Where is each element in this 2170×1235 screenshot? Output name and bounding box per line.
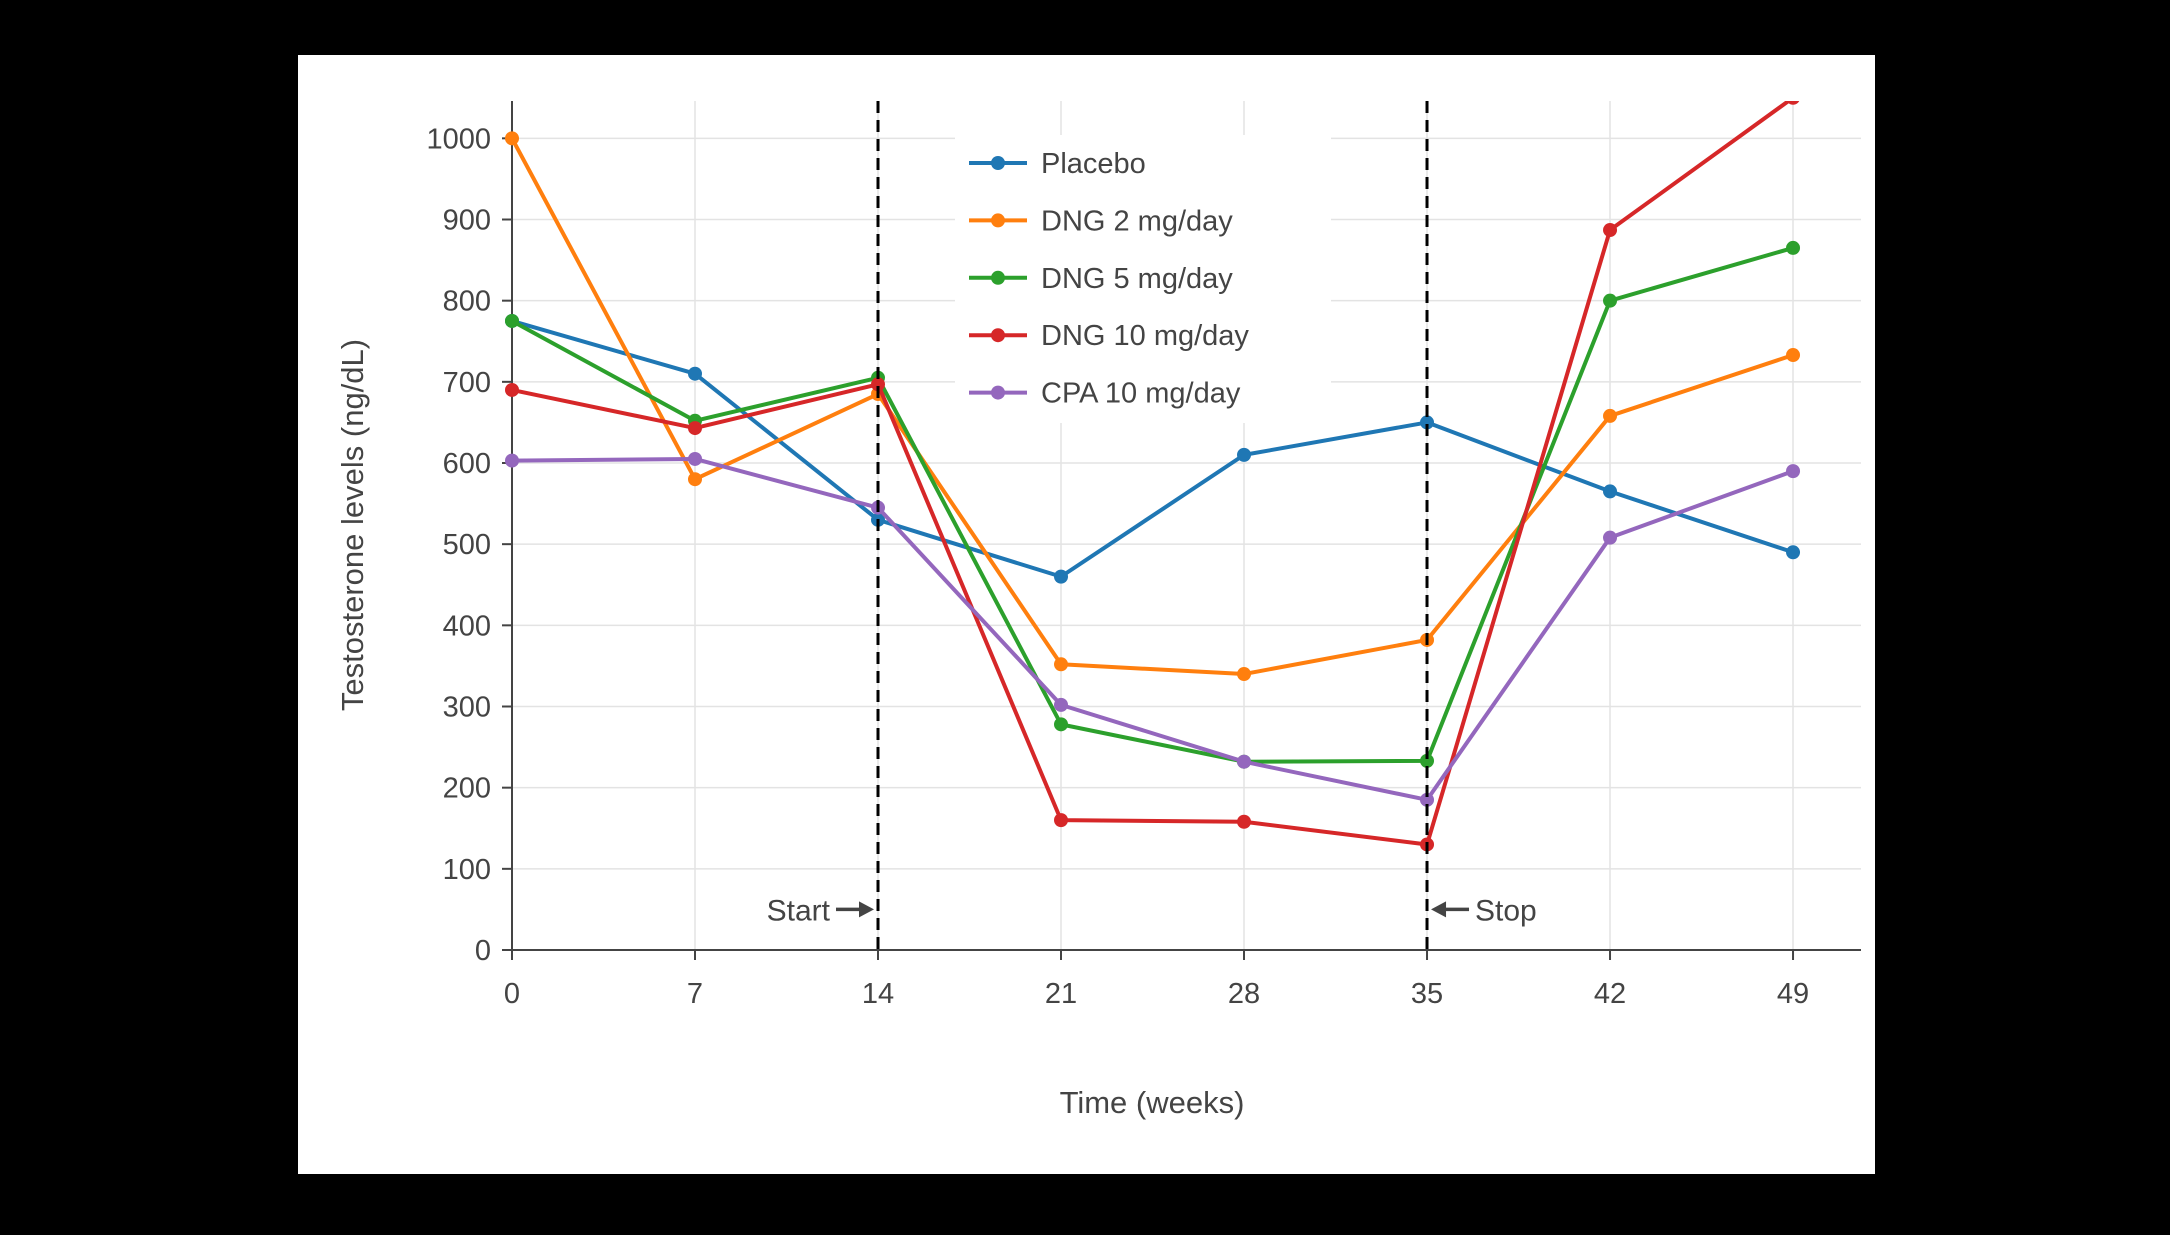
series-marker <box>1603 484 1618 499</box>
annotations: Start Stop <box>767 894 1537 927</box>
series-line <box>510 318 1796 579</box>
series-marker <box>1603 530 1618 545</box>
series-marker <box>1786 464 1801 479</box>
series-marker <box>688 451 703 466</box>
series-marker <box>1420 753 1435 768</box>
series-marker <box>505 313 519 328</box>
annotation-label: Stop <box>1475 894 1537 927</box>
y-tick-label: 1000 <box>426 123 491 155</box>
legend-label: Placebo <box>1041 148 1146 180</box>
legend-item-cpa-10-mg-day[interactable]: CPA 10 mg/day <box>969 378 1241 410</box>
series-marker <box>505 382 519 397</box>
series-marker <box>1603 293 1618 308</box>
series-marker <box>1420 792 1435 807</box>
series-marker <box>1054 717 1069 732</box>
legend-item-dng-5-mg-day[interactable]: DNG 5 mg/day <box>969 263 1233 295</box>
x-tick-label: 28 <box>1228 978 1260 1010</box>
legend-item-dng-2-mg-day[interactable]: DNG 2 mg/day <box>969 205 1233 237</box>
y-tick-label: 700 <box>443 367 491 399</box>
chart-panel: 0 7 14 21 28 35 42 49 0 100 200 300 400 500 600 700 800 9… <box>298 55 1875 1174</box>
series-marker <box>1054 569 1069 584</box>
x-tick-label: 21 <box>1045 978 1077 1010</box>
y-tick-label: 0 <box>475 935 491 967</box>
legend-item-dng-10-mg-day[interactable]: DNG 10 mg/day <box>969 320 1249 352</box>
arrow-left-icon <box>1431 901 1447 918</box>
series-marker <box>1054 697 1069 712</box>
y-tick-label: 400 <box>443 610 491 642</box>
y-tick-label: 500 <box>443 529 491 561</box>
series-marker <box>1786 240 1801 255</box>
legend-label: CPA 10 mg/day <box>1041 378 1241 410</box>
arrow-right-icon <box>859 901 875 918</box>
y-tick-label: 200 <box>443 773 491 805</box>
series-cpa-10-mg-day <box>505 451 1801 807</box>
series-marker <box>1237 447 1252 462</box>
series-marker <box>505 453 519 468</box>
series-marker <box>1054 657 1069 672</box>
series-line <box>510 456 1796 802</box>
series-group <box>505 101 1801 852</box>
x-tick-label: 0 <box>504 978 520 1010</box>
chart-svg: 0 7 14 21 28 35 42 49 0 100 200 300 400 500 600 700 800 9… <box>335 101 1861 1120</box>
series-marker <box>871 377 886 392</box>
legend-item-placebo[interactable]: Placebo <box>969 148 1146 180</box>
series-marker <box>1786 545 1801 560</box>
series-marker <box>1603 223 1618 238</box>
legend: Placebo DNG 2 mg/day DNG 5 mg/day DNG 10 mg… <box>955 135 1331 423</box>
series-marker <box>1603 408 1618 423</box>
y-tick-label: 100 <box>443 854 491 886</box>
legend-label: DNG 2 mg/day <box>1041 205 1233 237</box>
x-axis-title: Time (weeks) <box>1060 1085 1245 1120</box>
legend-marker-dot <box>991 270 1005 285</box>
series-marker <box>688 472 703 487</box>
y-tick-label: 800 <box>443 286 491 318</box>
legend-marker-dot <box>991 328 1005 343</box>
x-tick-label: 35 <box>1411 978 1443 1010</box>
series-line <box>510 101 1792 847</box>
x-tick-label: 49 <box>1777 978 1809 1010</box>
legend-marker-dot <box>991 156 1005 170</box>
series-marker <box>1420 415 1435 430</box>
series-marker <box>1237 814 1252 829</box>
series-marker <box>1237 754 1252 769</box>
axes: 0 7 14 21 28 35 42 49 0 100 200 300 400 500 600 700 800 9… <box>426 101 1861 1010</box>
y-tick-label: 600 <box>443 448 491 480</box>
x-tick-label: 42 <box>1594 978 1626 1010</box>
annotation-label: Start <box>767 894 831 927</box>
legend-marker-dot <box>991 213 1005 228</box>
y-axis-title: Testosterone levels (ng/dL) <box>335 339 370 711</box>
series-marker <box>505 131 519 146</box>
legend-label: DNG 5 mg/day <box>1041 263 1233 295</box>
series-line <box>510 245 1796 764</box>
x-tick-label: 14 <box>862 978 894 1010</box>
y-tick-label: 300 <box>443 692 491 724</box>
x-tick-label: 7 <box>687 978 703 1010</box>
series-marker <box>1786 101 1800 105</box>
series-placebo <box>505 313 1801 584</box>
series-marker <box>1237 667 1252 682</box>
series-marker <box>1054 813 1069 828</box>
series-marker <box>688 366 703 381</box>
legend-marker-dot <box>991 385 1005 400</box>
reference-lines <box>876 101 1429 950</box>
annotation-start: Start <box>767 894 875 927</box>
series-marker <box>1786 348 1801 363</box>
annotation-stop: Stop <box>1431 894 1537 927</box>
legend-label: DNG 10 mg/day <box>1041 320 1249 352</box>
series-marker <box>688 421 703 436</box>
y-tick-label: 900 <box>443 205 491 237</box>
